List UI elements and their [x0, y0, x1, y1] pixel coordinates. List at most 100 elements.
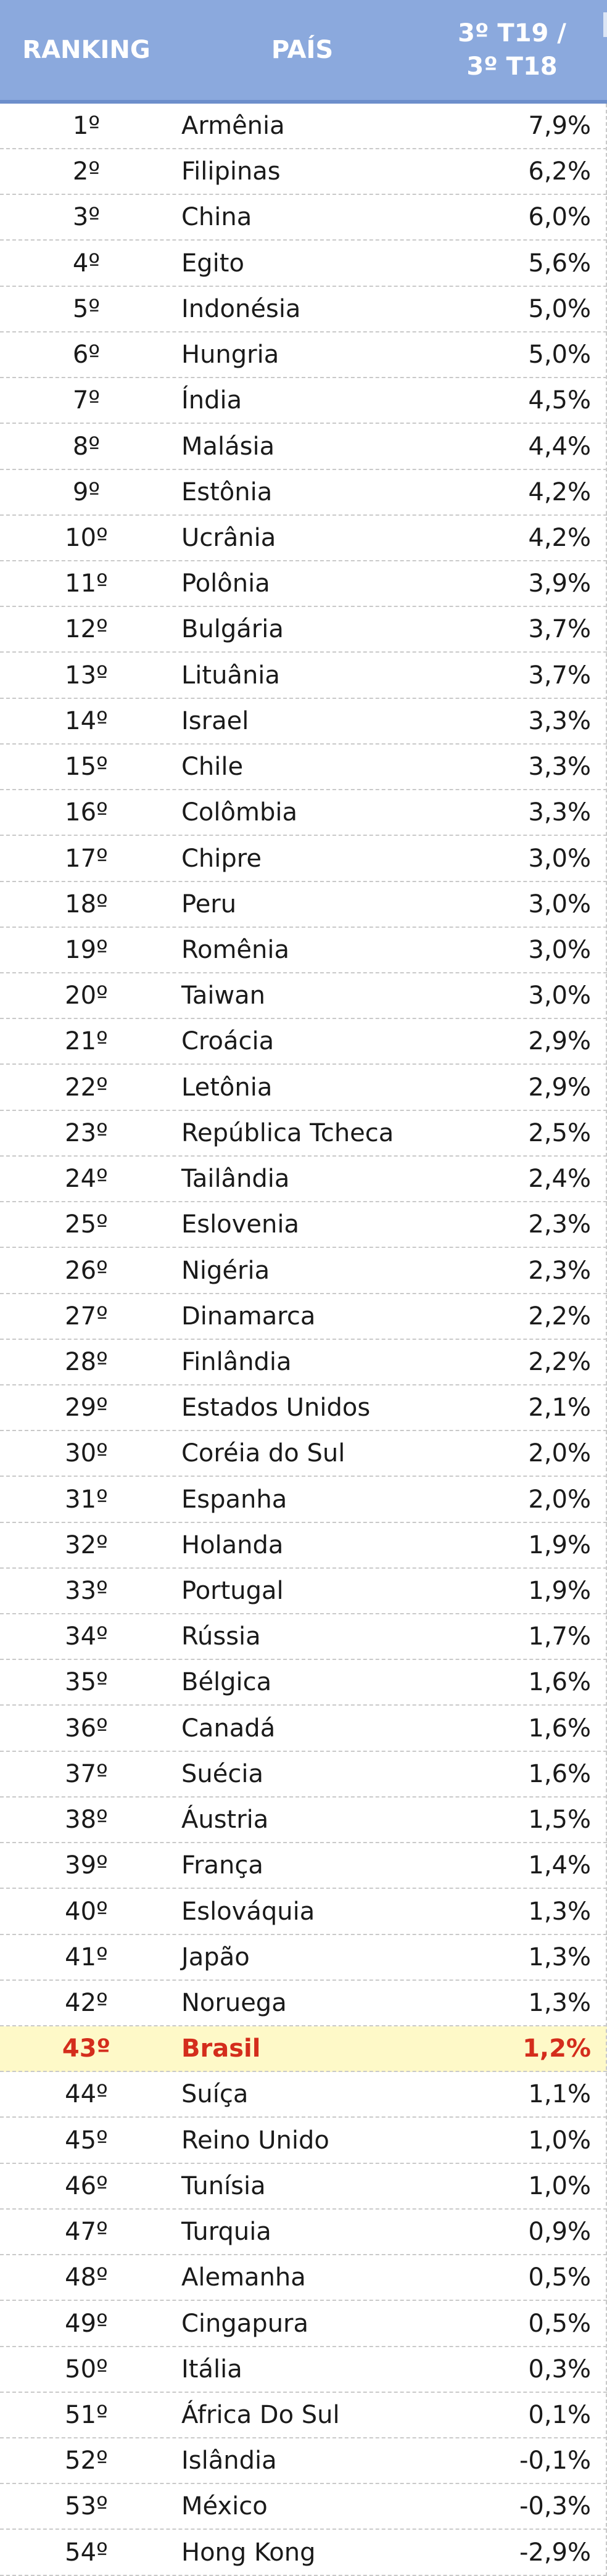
cell-ranking: 36º: [65, 1714, 108, 1743]
cell-variation: 0,9%: [528, 2218, 591, 2247]
cell-country: Romênia: [181, 935, 290, 964]
cell-country: Áustria: [181, 1806, 269, 1835]
cell-country: Cingapura: [181, 2309, 308, 2338]
cell-country: França: [181, 1851, 263, 1880]
table-row: 34º Rússia 1,7%: [0, 1614, 607, 1661]
cell-country: Islândia: [181, 2446, 277, 2475]
column-header-ranking: RANKING: [22, 36, 151, 64]
cell-country: República Tcheca: [181, 1118, 394, 1147]
table-row: 46º Tunísia 1,0%: [0, 2164, 607, 2210]
cell-ranking: 22º: [65, 1073, 108, 1102]
cell-country: Chipre: [181, 844, 262, 873]
table-row: 9º Estônia 4,2%: [0, 470, 607, 516]
cell-ranking: 9º: [72, 477, 101, 506]
table-row: 24º Tailândia 2,4%: [0, 1157, 607, 1203]
cell-ranking: 50º: [65, 2355, 108, 2384]
cell-ranking: 31º: [65, 1485, 108, 1514]
cell-variation: 0,5%: [528, 2263, 591, 2292]
cell-country: Turquia: [181, 2218, 271, 2247]
cell-variation: 2,3%: [528, 1256, 591, 1285]
table-row: 42º Noruega 1,3%: [0, 1981, 607, 2027]
cell-country: Eslovenia: [181, 1210, 299, 1239]
cell-ranking: 18º: [65, 890, 108, 919]
cell-ranking: 28º: [65, 1347, 108, 1376]
table-row: 49º Cingapura 0,5%: [0, 2301, 607, 2347]
table-row: 11º Polônia 3,9%: [0, 561, 607, 608]
table-row: 38º Áustria 1,5%: [0, 1798, 607, 1844]
table-row: 28º Finlândia 2,2%: [0, 1340, 607, 1385]
table-row: 17º Chipre 3,0%: [0, 836, 607, 882]
cell-country: Hong Kong: [181, 2538, 316, 2567]
cell-country: Canadá: [181, 1714, 276, 1743]
cell-ranking: 33º: [65, 1577, 108, 1606]
cell-ranking: 7º: [72, 386, 101, 415]
cell-ranking: 29º: [65, 1393, 108, 1422]
cell-country: Reino Unido: [181, 2126, 329, 2155]
cell-country: Bélgica: [181, 1668, 272, 1697]
table-row: 18º Peru 3,0%: [0, 882, 607, 928]
cell-variation: 7,9%: [528, 112, 591, 140]
header-divider: [0, 100, 607, 104]
table-row: 50º Itália 0,3%: [0, 2347, 607, 2393]
cell-country: Colômbia: [181, 798, 297, 827]
cell-variation: 1,9%: [528, 1530, 591, 1559]
cell-country: Peru: [181, 890, 237, 919]
cell-country: Suíça: [181, 2080, 249, 2109]
cell-ranking: 16º: [65, 798, 108, 827]
cell-variation: 1,7%: [528, 1622, 591, 1651]
cell-ranking: 27º: [65, 1302, 108, 1331]
cell-ranking: 51º: [65, 2401, 108, 2429]
cell-ranking: 25º: [65, 1210, 108, 1239]
cell-ranking: 2º: [72, 157, 101, 186]
cell-country: Hungria: [181, 341, 279, 369]
column-header-variation: 3º T19 /3º T18: [432, 0, 592, 100]
cell-variation: -0,1%: [519, 2446, 591, 2475]
table-row: 47º Turquia 0,9%: [0, 2210, 607, 2256]
cell-ranking: 32º: [65, 1530, 108, 1559]
cell-country: Chile: [181, 753, 244, 782]
table-row: 27º Dinamarca 2,2%: [0, 1294, 607, 1340]
table-row: 10º Ucrânia 4,2%: [0, 516, 607, 561]
table-row: 25º Eslovenia 2,3%: [0, 1202, 607, 1249]
table-row: 5º Indonésia 5,0%: [0, 287, 607, 332]
cell-country: Rússia: [181, 1622, 261, 1651]
cell-country: África Do Sul: [181, 2401, 340, 2429]
cell-country: Alemanha: [181, 2263, 306, 2292]
cell-variation: 3,3%: [528, 753, 591, 782]
table-row: 51º África Do Sul 0,1%: [0, 2393, 607, 2438]
cell-ranking: 53º: [65, 2492, 108, 2521]
cell-ranking: 14º: [65, 706, 108, 735]
cell-variation: -0,3%: [519, 2492, 591, 2521]
cell-variation: 5,0%: [528, 294, 591, 323]
right-edge-gridline: [605, 104, 607, 2576]
table-row: 13º Lituânia 3,7%: [0, 653, 607, 699]
table-row: 48º Alemanha 0,5%: [0, 2255, 607, 2301]
cell-variation: 1,6%: [528, 1668, 591, 1697]
cell-country: Armênia: [181, 112, 285, 140]
table-row: 43º Brasil 1,2%: [0, 2026, 607, 2073]
cell-variation: 3,3%: [528, 798, 591, 827]
cell-ranking: 41º: [65, 1942, 108, 1971]
cell-variation: 1,5%: [528, 1806, 591, 1835]
cell-country: Letônia: [181, 1073, 273, 1102]
cell-country: Bulgária: [181, 615, 284, 644]
table-row: 15º Chile 3,3%: [0, 745, 607, 791]
cell-ranking: 39º: [65, 1851, 108, 1880]
cell-ranking: 34º: [65, 1622, 108, 1651]
table-row: 19º Romênia 3,0%: [0, 928, 607, 973]
cell-ranking: 5º: [72, 294, 101, 323]
cell-ranking: 38º: [65, 1806, 108, 1835]
cell-variation: 3,0%: [528, 981, 591, 1010]
table-row: 30º Coréia do Sul 2,0%: [0, 1431, 607, 1477]
cell-ranking: 20º: [65, 981, 108, 1010]
cell-variation: 4,4%: [528, 432, 591, 461]
cell-country: Brasil: [181, 2034, 261, 2063]
cell-country: Itália: [181, 2355, 242, 2384]
cell-ranking: 23º: [65, 1118, 108, 1147]
table-row: 12º Bulgária 3,7%: [0, 607, 607, 653]
cell-variation: 3,7%: [528, 661, 591, 690]
cell-variation: 0,3%: [528, 2355, 591, 2384]
cell-country: Eslováquia: [181, 1897, 315, 1926]
cell-variation: 2,9%: [528, 1027, 591, 1056]
cell-ranking: 12º: [65, 615, 108, 644]
